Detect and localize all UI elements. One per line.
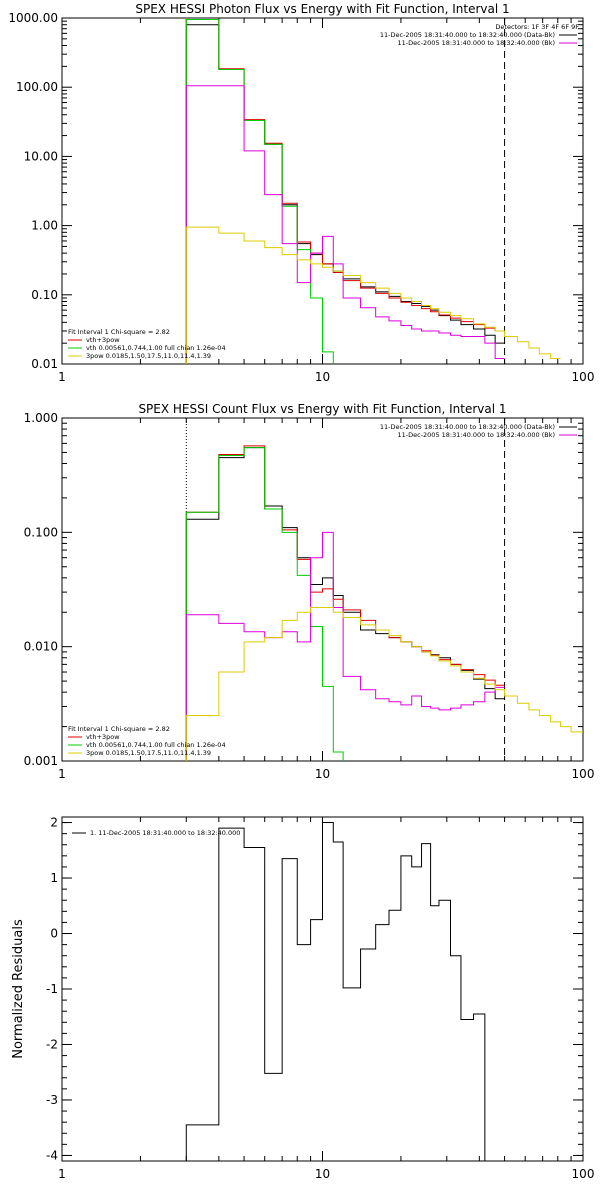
y-tick-label: 0.01 [31, 357, 58, 371]
x-tick-label: 100 [572, 1167, 595, 1181]
legend-entry-label: 3pow 0.0185,1.50,17.5,11.0,11.4,1.39 [86, 749, 211, 757]
series-line-2 [185, 445, 505, 761]
y-tick-label: 0.100 [24, 525, 58, 539]
series-line-5 [185, 226, 561, 364]
series-group [185, 19, 561, 364]
series-line-4 [185, 85, 505, 364]
y-tick-label: 2 [50, 816, 58, 830]
y-tick-label: 1.000 [24, 411, 58, 425]
y-tick-label: 100.00 [16, 80, 58, 94]
x-tick-label: 10 [315, 767, 330, 781]
y-tick-label: 0.10 [31, 288, 58, 302]
chart-title: SPEX HESSI Photon Flux vs Energy with Fi… [135, 2, 509, 16]
legend-entry-label: 11-Dec-2005 18:31:40.000 to 18:32:40.000… [380, 31, 555, 39]
legend-entry-label: vth 0.00561,0.744,1.00 full chian 1.26e-… [86, 344, 226, 352]
chart-title: SPEX HESSI Count Flux vs Energy with Fit… [138, 402, 506, 416]
series-line-1 [185, 822, 505, 1161]
series-group [185, 445, 583, 761]
x-tick-label: 10 [315, 1167, 330, 1181]
x-tick-label: 100 [572, 370, 595, 384]
y-tick-label: 1.00 [31, 219, 58, 233]
x-tick-label: 1 [58, 1167, 66, 1181]
series-line-1 [185, 447, 505, 761]
y-tick-label: 0 [50, 927, 58, 941]
x-tick-label: 10 [315, 370, 330, 384]
x-tick-label: 1 [58, 370, 66, 384]
y-tick-label: 1000.00 [8, 11, 58, 25]
series-line-3 [185, 19, 334, 364]
y-axis-label: Normalized Residuals [11, 919, 26, 1059]
chart-panel-3: 1 10 100 -4 -3 -2 -1 0 1 2 Normalized Residuals 1. … [11, 816, 595, 1181]
x-tick-label: 100 [572, 767, 595, 781]
y-tick-label: 10.00 [24, 149, 58, 163]
chart-panel-1: SPEX HESSI Photon Flux vs Energy with Fi… [8, 2, 595, 384]
chart-panel-2: SPEX HESSI Count Flux vs Energy with Fit… [24, 402, 595, 781]
series-line-5 [185, 607, 583, 761]
y-tick-label: 0.001 [24, 754, 58, 768]
y-tick-label: 0.010 [24, 640, 58, 654]
legend-entry-label: 1. 11-Dec-2005 18:31:40.000 to 18:32:40.… [90, 829, 240, 837]
series-line-3 [185, 447, 344, 761]
legend-entry-label: 11-Dec-2005 18:31:40.000 to 18:32:40.000… [398, 39, 556, 47]
legend-entry-label: vth 0.00561,0.744,1.00 full chian 1.26e-… [86, 741, 226, 749]
legend-detectors: Detectors: 1F 3F 4F 6F 9F [495, 23, 579, 31]
series-group [185, 822, 505, 1161]
series-line-1 [185, 24, 505, 364]
series-line-4 [185, 531, 505, 761]
legend-entry-label: 11-Dec-2005 18:31:40.000 to 18:32:40.000… [380, 423, 555, 431]
legend-entry-label: 11-Dec-2005 18:31:40.000 to 18:32:40.000… [398, 431, 556, 439]
series-line-2 [185, 19, 505, 364]
y-tick-label: -2 [46, 1037, 58, 1051]
x-tick-label: 1 [58, 767, 66, 781]
legend-entry-label: vth+3pow [86, 733, 120, 741]
legend-entry-label: 3pow 0.0185,1.50,17.5,11.0,11.4,1.39 [86, 352, 211, 360]
legend-fit-header: Fit Interval 1 Chi-square = 2.82 [68, 725, 170, 733]
legend-entry-label: vth+3pow [86, 336, 120, 344]
y-tick-label: -3 [46, 1093, 58, 1107]
y-tick-label: -4 [46, 1148, 58, 1162]
y-tick-label: 1 [50, 871, 58, 885]
y-tick-label: -1 [46, 982, 58, 996]
legend-fit-header: Fit Interval 1 Chi-square = 2.82 [68, 328, 170, 336]
